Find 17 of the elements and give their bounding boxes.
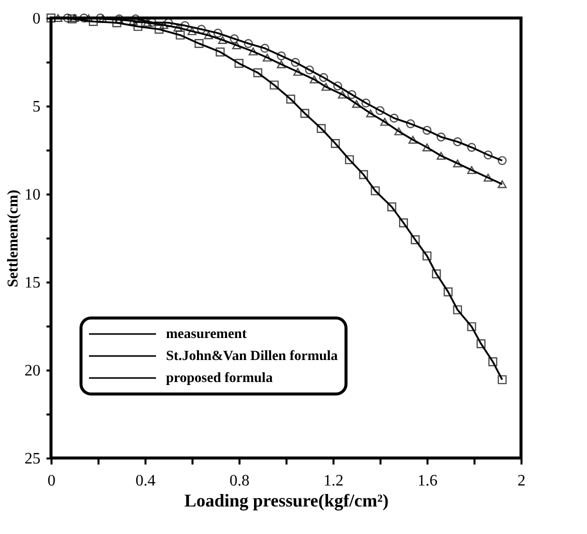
- x-tick-label: 2: [518, 472, 526, 490]
- y-tick-label: 5: [32, 98, 40, 116]
- y-tick-label: 25: [24, 450, 40, 468]
- y-tick-label: 0: [32, 10, 40, 28]
- x-axis-title: Loading pressure(kgf/cm²): [184, 490, 389, 510]
- x-tick-label: 1.2: [324, 472, 344, 490]
- legend-label: proposed formula: [166, 371, 273, 386]
- x-tick-label: 0.8: [230, 472, 250, 490]
- y-axis-title: Settlement(cm): [6, 190, 22, 288]
- x-tick-label: 0: [48, 472, 56, 490]
- legend-label: St.John&Van Dillen formula: [166, 349, 338, 364]
- y-tick-label: 15: [24, 274, 40, 292]
- y-tick-label: 10: [24, 186, 40, 204]
- x-tick-label: 1.6: [418, 472, 438, 490]
- x-tick-label: 0.4: [136, 472, 156, 490]
- legend-label: measurement: [166, 327, 247, 342]
- y-tick-label: 20: [24, 362, 40, 380]
